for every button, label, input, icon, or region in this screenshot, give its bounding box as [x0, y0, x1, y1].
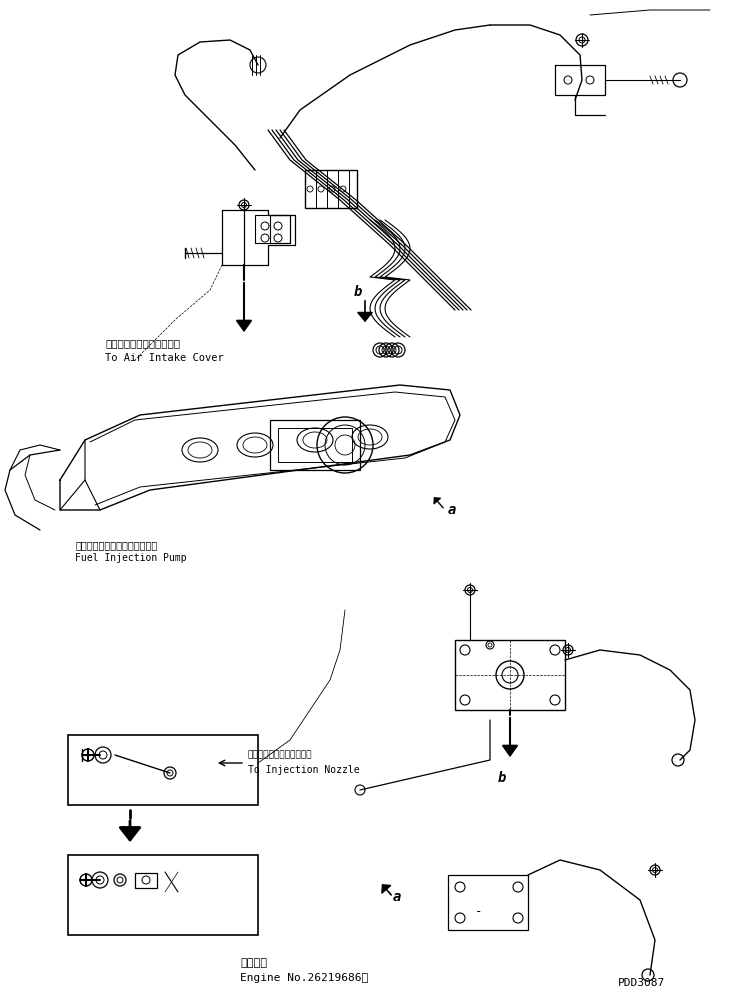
Bar: [270, 215, 290, 243]
Text: b: b: [354, 285, 362, 299]
Bar: [278, 428, 352, 462]
Text: -: -: [475, 905, 482, 918]
Text: b: b: [498, 771, 507, 785]
Text: エアーインテークカバーヘ: エアーインテークカバーヘ: [105, 338, 180, 348]
Text: To Air Intake Cover: To Air Intake Cover: [105, 353, 224, 363]
Text: Fuel Injection Pump: Fuel Injection Pump: [75, 553, 187, 563]
Bar: [255, 215, 290, 243]
Text: インジェクションノズルヘ: インジェクションノズルヘ: [248, 750, 313, 759]
Text: Engine No.26219686～: Engine No.26219686～: [240, 973, 368, 983]
Text: PDD3087: PDD3087: [618, 978, 665, 988]
Text: 適用号機: 適用号機: [240, 958, 267, 968]
Bar: [135, 873, 157, 888]
Bar: [305, 170, 357, 208]
Bar: [448, 875, 528, 930]
Bar: [455, 640, 565, 710]
Bar: [68, 735, 258, 805]
Bar: [270, 420, 360, 470]
Text: To Injection Nozzle: To Injection Nozzle: [248, 765, 359, 775]
Text: a: a: [393, 890, 401, 904]
Bar: [68, 855, 258, 935]
Text: a: a: [448, 503, 456, 517]
Text: フェルインジェクションポンプ: フェルインジェクションポンプ: [75, 540, 157, 550]
